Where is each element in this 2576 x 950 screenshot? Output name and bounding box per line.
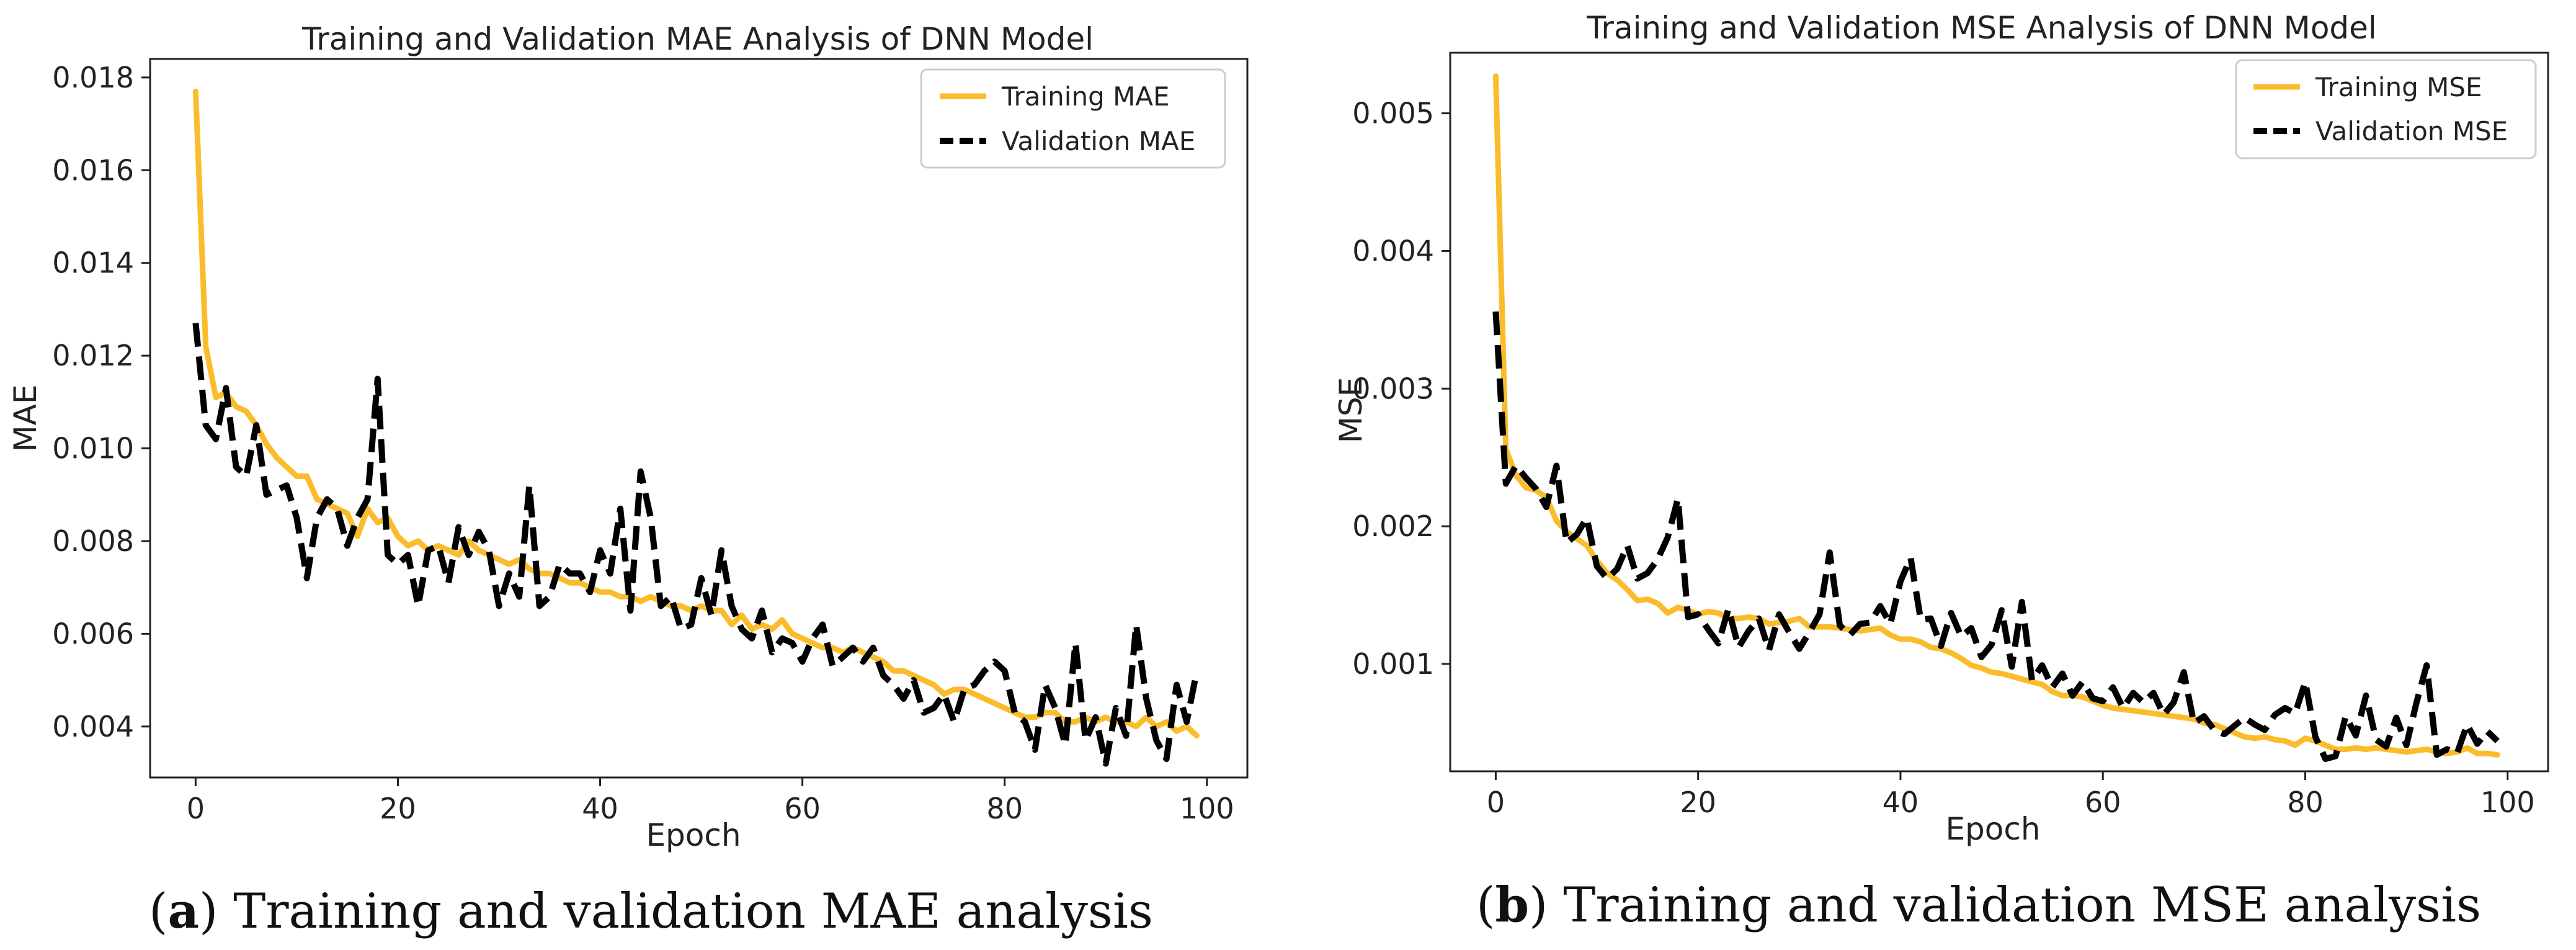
mae-y-tick-label: 0.016 xyxy=(52,153,134,187)
mae-x-tick-label: 20 xyxy=(380,792,416,825)
mse-plot-frame xyxy=(1449,52,2549,773)
mae-legend-box xyxy=(920,68,1226,169)
mae-validation-line xyxy=(192,323,1200,767)
mae-y-tick-label: 0.012 xyxy=(52,339,134,372)
mae-y-tick-label: 0.010 xyxy=(52,432,134,465)
mse-legend-training-label: Training MSE xyxy=(2315,72,2482,102)
mae-legend-training-label: Training MAE xyxy=(1001,81,1170,112)
mae-chart-title: Training and Validation MAE Analysis of … xyxy=(301,21,1094,57)
mse-x-ticks: 0 20 40 60 80 100 xyxy=(1487,771,2535,819)
mse-x-tick-label: 0 xyxy=(1487,786,1505,819)
mae-x-tick-label: 60 xyxy=(784,792,821,825)
mae-legend: Training MAE Validation MAE xyxy=(920,68,1226,169)
mse-legend-box xyxy=(2235,59,2537,159)
mse-chart: Training and Validation MSE Analysis of … xyxy=(1333,10,2549,933)
mae-x-ticks: 0 20 40 60 80 100 xyxy=(187,777,1234,825)
mse-x-tick-label: 60 xyxy=(2085,786,2121,819)
mae-x-tick-label: 0 xyxy=(187,792,205,825)
mse-y-tick-label: 0.001 xyxy=(1352,647,1434,681)
mae-x-axis-label: Epoch xyxy=(646,817,741,853)
mse-legend: Training MSE Validation MSE xyxy=(2235,59,2537,159)
mae-x-tick-label: 40 xyxy=(582,792,618,825)
mae-plot-frame xyxy=(149,58,1249,779)
mse-y-ticks: 0.001 0.002 0.003 0.004 0.005 xyxy=(1352,97,1450,681)
mse-x-tick-label: 40 xyxy=(1883,786,1919,819)
mse-y-tick-label: 0.004 xyxy=(1352,234,1434,267)
mae-chart: Training and Validation MAE Analysis of … xyxy=(7,21,1249,939)
mse-training-line xyxy=(1492,73,2500,758)
mse-x-axis-label: Epoch xyxy=(1945,811,2040,847)
mae-y-tick-label: 0.018 xyxy=(52,61,134,94)
validation-mae-series-line xyxy=(192,323,1200,767)
mse-validation-line xyxy=(1492,311,2500,762)
mae-y-tick-label: 0.006 xyxy=(52,617,134,650)
mae-x-tick-label: 80 xyxy=(986,792,1023,825)
mse-y-tick-label: 0.003 xyxy=(1352,372,1434,405)
mse-caption-letter: b xyxy=(1495,877,1529,933)
mae-y-tick-label: 0.014 xyxy=(52,246,134,280)
mae-y-ticks: 0.004 0.006 0.008 0.010 0.012 0.014 0.016 0.018 xyxy=(52,61,150,743)
mae-legend-validation-label: Validation MAE xyxy=(1002,126,1195,156)
training-mse-series-line xyxy=(1492,73,2500,758)
mae-caption: (a) Training and validation MAE analysis xyxy=(149,883,1153,939)
mse-x-tick-label: 100 xyxy=(2480,786,2535,819)
mae-y-tick-label: 0.004 xyxy=(52,710,134,743)
mse-x-tick-label: 80 xyxy=(2287,786,2324,819)
mse-y-tick-label: 0.005 xyxy=(1352,97,1434,130)
mse-caption: (b) Training and validation MSE analysis xyxy=(1476,877,2481,933)
validation-mse-series-line xyxy=(1492,311,2500,762)
mse-plot-area xyxy=(1492,73,2500,762)
mae-caption-text: Training and validation MAE analysis xyxy=(218,884,1153,939)
mse-chart-title: Training and Validation MSE Analysis of … xyxy=(1586,10,2377,46)
mae-x-tick-label: 100 xyxy=(1180,792,1234,825)
mae-caption-letter: a xyxy=(167,883,199,939)
mse-legend-validation-label: Validation MSE xyxy=(2315,116,2508,146)
mae-y-axis-label: MAE xyxy=(7,385,43,452)
mse-x-tick-label: 20 xyxy=(1680,786,1716,819)
mae-plot-area xyxy=(192,88,1200,767)
mae-y-tick-label: 0.008 xyxy=(52,524,134,558)
mse-y-axis-label: MSE xyxy=(1333,377,1369,443)
mse-y-tick-label: 0.002 xyxy=(1352,509,1434,543)
mse-caption-text: Training and validation MSE analysis xyxy=(1548,877,2481,933)
